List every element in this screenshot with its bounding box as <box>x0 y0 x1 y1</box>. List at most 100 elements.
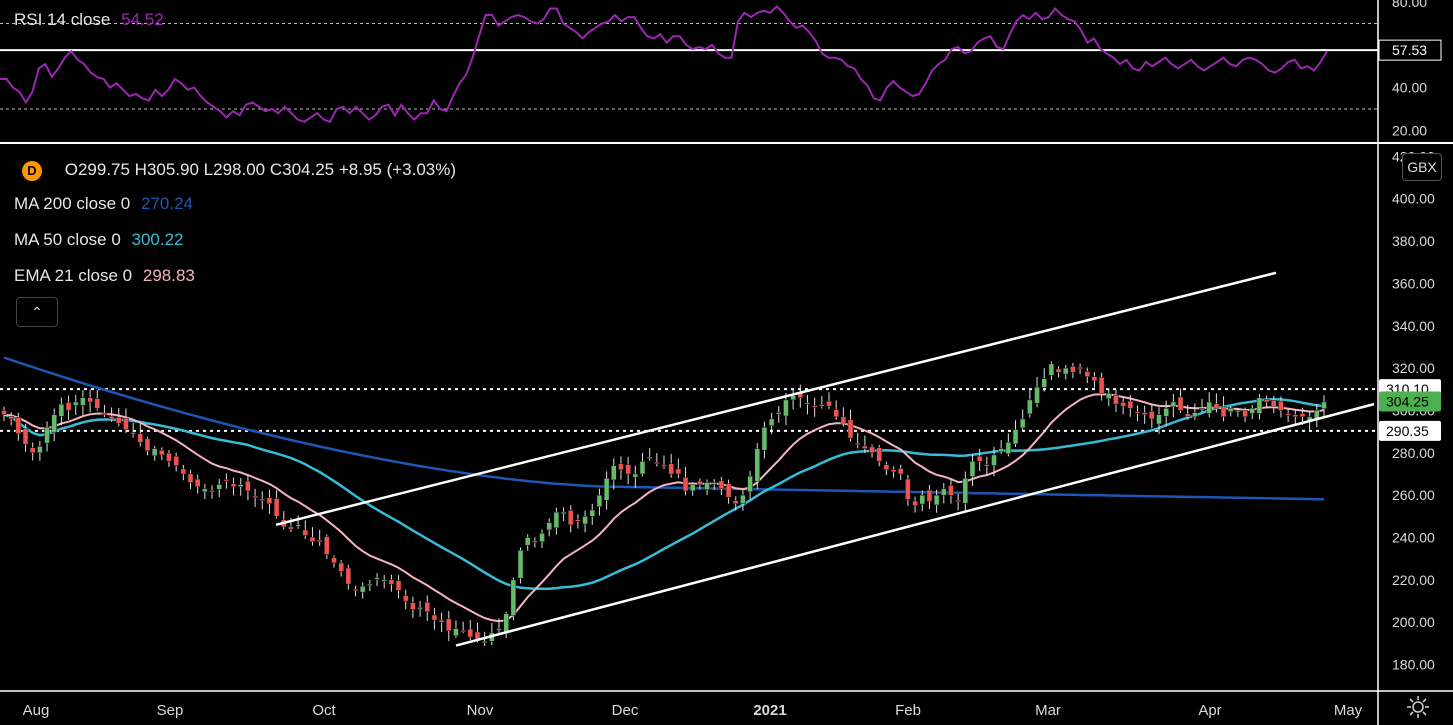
candle-body <box>998 448 1004 452</box>
y-tick-label: 220.00 <box>1392 572 1435 588</box>
rsi-legend: RSI 14 close 54.52 <box>14 10 164 30</box>
y-tick-label: 380.00 <box>1392 233 1435 249</box>
candle-body <box>1177 396 1184 411</box>
x-tick-label: Dec <box>612 702 639 719</box>
ema21-legend: EMA 21 close 0 298.83 <box>14 266 195 286</box>
candle-body <box>187 473 194 483</box>
candle-body <box>352 588 359 591</box>
candle-body <box>159 450 165 456</box>
x-tick-label: Sep <box>157 702 184 719</box>
ema21-label: EMA 21 close 0 <box>14 266 133 285</box>
candle-body <box>740 494 746 504</box>
candle-body <box>130 432 136 435</box>
price-label-box <box>1379 391 1441 412</box>
rsi-legend-value: 54.52 <box>121 10 164 29</box>
candle-body <box>503 613 509 634</box>
candle-body <box>941 488 947 496</box>
candle-body <box>1 410 7 415</box>
candle-body <box>962 477 969 504</box>
candle-body <box>144 438 151 451</box>
candle-body <box>29 447 36 454</box>
candle-body <box>1163 408 1169 417</box>
candle-body <box>1134 411 1141 414</box>
candle-body <box>1292 414 1299 418</box>
candle-body <box>711 482 717 485</box>
interval-badge[interactable]: D <box>22 161 42 181</box>
candle-body <box>661 464 667 467</box>
candle-body <box>1005 441 1012 454</box>
x-tick-label: May <box>1334 702 1363 719</box>
candle-body <box>1206 401 1212 414</box>
candle-body <box>1278 400 1284 411</box>
candle-body <box>194 478 201 487</box>
candle-body <box>517 549 524 579</box>
candle-body <box>410 602 416 610</box>
candle-body <box>1149 411 1155 420</box>
candle-body <box>1299 413 1306 418</box>
rsi-label-box <box>1378 39 1442 61</box>
candle-body <box>833 409 839 418</box>
candle-body <box>632 473 639 478</box>
ma200-legend: MA 200 close 0 270.24 <box>14 194 193 214</box>
candle-body <box>689 484 696 492</box>
candle-body <box>359 585 366 593</box>
channel-lower-line <box>455 402 1375 647</box>
candle-body <box>151 448 158 457</box>
candle-body <box>589 509 596 517</box>
candle-body <box>955 500 961 503</box>
candle-body <box>8 416 14 420</box>
candle-body <box>1271 400 1277 407</box>
candle-body <box>309 536 316 543</box>
chevron-up-icon: ⌃ <box>31 304 43 320</box>
y-tick-label: 340.00 <box>1392 318 1435 334</box>
rsi-y-tick-label: 80.00 <box>1392 0 1427 10</box>
candle-body <box>374 577 380 580</box>
candle-body <box>1041 378 1047 388</box>
candle-body <box>826 400 832 407</box>
candle-body <box>202 488 208 493</box>
ma50-label: MA 50 close 0 <box>14 230 121 249</box>
candle-body <box>180 468 187 475</box>
candle-body <box>1091 376 1098 382</box>
y-tick-label: 400.00 <box>1392 191 1435 207</box>
candle-body <box>1213 403 1220 409</box>
candle-body <box>1156 414 1162 425</box>
candle-body <box>108 416 115 420</box>
candle-body <box>1012 429 1019 445</box>
candle-body <box>603 477 610 501</box>
candle-body <box>611 465 617 481</box>
candle-body <box>72 401 79 406</box>
candle-body <box>223 479 230 482</box>
ema21-line <box>3 393 1325 623</box>
candle-body <box>639 461 646 475</box>
candle-body <box>338 562 344 572</box>
candle-body <box>230 483 237 487</box>
candle-body <box>883 464 890 471</box>
y-tick-label: 280.00 <box>1392 445 1435 461</box>
ma200-value: 270.24 <box>140 194 193 213</box>
candle-body <box>1019 418 1026 429</box>
y-tick-label: 360.00 <box>1392 275 1435 291</box>
candle-body <box>804 402 811 405</box>
candle-body <box>395 580 402 591</box>
currency-badge[interactable]: GBX <box>1402 153 1442 181</box>
candle-body <box>474 631 481 640</box>
gear-icon[interactable] <box>1405 694 1431 720</box>
candle-body <box>331 557 337 564</box>
candle-body <box>761 427 768 451</box>
x-tick-label: Mar <box>1035 702 1061 719</box>
candle-body <box>460 630 466 633</box>
candle-body <box>481 641 488 644</box>
candle-body <box>919 494 926 505</box>
candle-body <box>976 455 983 462</box>
candle-body <box>58 403 65 417</box>
candle-body <box>776 412 782 415</box>
collapse-legend-button[interactable]: ⌃ <box>16 297 58 327</box>
candle-body <box>876 447 882 462</box>
candle-body <box>1062 367 1069 375</box>
y-tick-label: 260.00 <box>1392 487 1435 503</box>
candle-body <box>654 461 660 464</box>
candle-body <box>897 468 904 475</box>
candle-body <box>302 529 309 536</box>
